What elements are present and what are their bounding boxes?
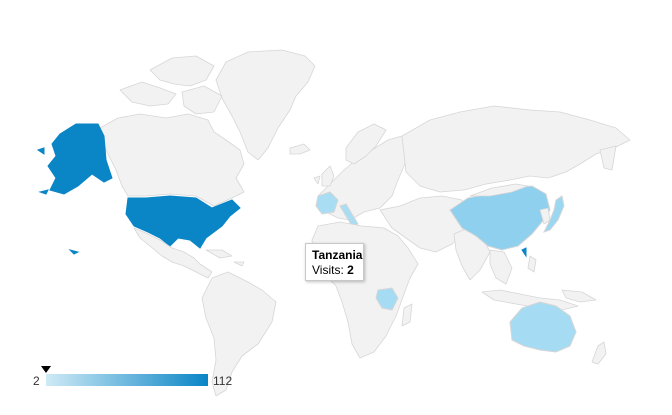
country-japan[interactable] — [543, 195, 565, 233]
tooltip-visits-value: 2 — [347, 263, 354, 277]
country-australia[interactable] — [509, 301, 577, 353]
country-alaska[interactable] — [47, 123, 113, 195]
country-uk[interactable] — [313, 165, 335, 187]
country-iceland[interactable] — [289, 143, 311, 155]
country-south-america[interactable] — [201, 271, 277, 397]
tooltip-visits-line: Visits: 2 — [312, 263, 363, 278]
country-scandinavia[interactable] — [345, 123, 387, 165]
country-russia[interactable] — [401, 105, 631, 193]
hawaii-icon — [68, 249, 80, 255]
country-madagascar[interactable] — [401, 303, 413, 327]
map-tooltip: Tanzania Visits: 2 — [305, 243, 364, 281]
color-legend: 2 112 — [0, 366, 250, 396]
country-new-zealand[interactable] — [591, 341, 607, 365]
legend-max-label: 112 — [213, 374, 233, 388]
legend-min-label: 2 — [33, 374, 40, 388]
country-canada[interactable] — [99, 113, 245, 207]
country-philippines[interactable] — [527, 255, 537, 273]
country-canada-islands[interactable] — [149, 55, 215, 87]
country-tanzania[interactable] — [375, 287, 399, 311]
country-canada-islands-2[interactable] — [119, 81, 177, 107]
country-kamchatka[interactable] — [599, 145, 617, 171]
tooltip-visits-label: Visits: — [312, 263, 348, 277]
country-southeast-asia[interactable] — [489, 249, 513, 285]
country-taiwan[interactable] — [521, 247, 527, 258]
caribbean-islands[interactable] — [205, 249, 245, 267]
country-greenland[interactable] — [215, 49, 316, 161]
country-mongolia[interactable] — [469, 183, 529, 197]
country-united-states[interactable] — [125, 195, 241, 249]
country-france[interactable] — [315, 191, 339, 215]
tooltip-title: Tanzania — [312, 248, 363, 262]
country-canada-islands-3[interactable] — [181, 85, 223, 115]
country-mexico[interactable] — [133, 227, 213, 279]
legend-gradient-bar — [46, 374, 208, 386]
country-new-guinea[interactable] — [561, 289, 597, 303]
legend-marker-icon — [41, 366, 51, 373]
country-italy[interactable] — [339, 203, 359, 227]
alaska-islands — [36, 147, 49, 195]
